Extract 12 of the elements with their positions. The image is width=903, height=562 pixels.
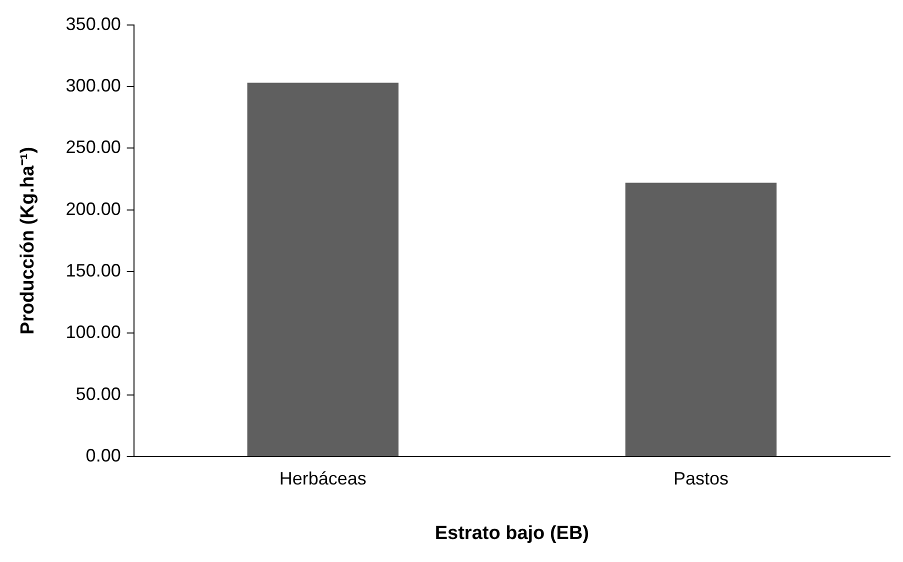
y-tick-label: 200.00 bbox=[66, 198, 121, 219]
y-tick-label: 50.00 bbox=[76, 384, 121, 404]
y-tick-label: 350.00 bbox=[66, 14, 121, 34]
y-tick-label: 150.00 bbox=[66, 260, 121, 281]
y-axis-title: Producción (Kg.ha⁻¹) bbox=[18, 146, 39, 334]
y-tick-label: 0.00 bbox=[86, 446, 121, 466]
x-tick-label: Herbáceas bbox=[279, 468, 366, 488]
x-axis-title: Estrato bajo (EB) bbox=[434, 522, 589, 544]
y-tick-label: 100.00 bbox=[66, 322, 121, 342]
y-tick-label: 250.00 bbox=[66, 137, 121, 158]
x-tick-label: Pastos bbox=[673, 468, 728, 488]
y-tick-label: 300.00 bbox=[66, 75, 121, 96]
